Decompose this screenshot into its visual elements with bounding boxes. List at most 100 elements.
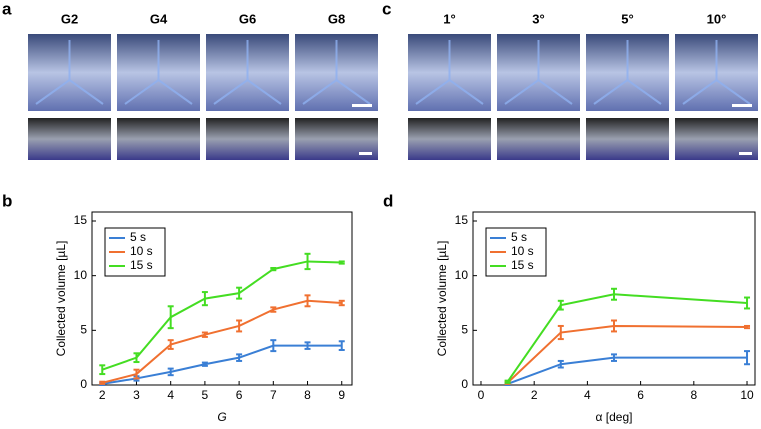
legend-label: 10 s <box>130 244 153 258</box>
x-tick-label: 0 <box>478 388 485 402</box>
photo-bottom <box>28 118 111 160</box>
y-tick-label: 5 <box>461 323 468 337</box>
photo-pattern <box>504 40 573 105</box>
x-tick-label: 4 <box>167 388 174 402</box>
photo-bottom <box>586 118 669 160</box>
error-bar <box>338 260 345 265</box>
photo-bottom <box>497 118 580 160</box>
image-header: G2 <box>61 11 78 26</box>
y-tick-label: 10 <box>455 268 469 282</box>
x-tick-label: 6 <box>236 388 243 402</box>
legend-label: 15 s <box>511 258 534 272</box>
x-tick-label: 5 <box>202 388 209 402</box>
error-bar <box>744 296 751 310</box>
photo-bottom <box>408 118 491 160</box>
photo-pattern <box>302 40 371 105</box>
error-bar <box>99 380 106 385</box>
image-header: 10° <box>707 11 727 26</box>
photo-pattern <box>35 40 104 105</box>
error-bar <box>744 324 751 330</box>
y-tick-label: 15 <box>74 213 88 227</box>
panel-label: a <box>2 0 12 18</box>
error-bar <box>236 319 243 333</box>
image-header: 3° <box>532 11 544 26</box>
legend-label: 5 s <box>130 230 146 244</box>
error-bar <box>611 287 617 301</box>
y-tick-label: 15 <box>455 213 469 227</box>
error-bar <box>744 350 751 366</box>
image-header: 5° <box>621 11 633 26</box>
scale-bar <box>732 104 752 107</box>
photo-bottom <box>206 118 289 160</box>
x-tick-label: 9 <box>338 388 345 402</box>
error-bar <box>304 294 311 308</box>
error-bar <box>504 379 511 384</box>
legend-label: 10 s <box>511 244 534 258</box>
error-bar <box>338 340 345 352</box>
x-tick-label: 8 <box>690 388 697 402</box>
panel-label: d <box>383 191 393 210</box>
error-bar <box>557 299 564 311</box>
y-tick-label: 5 <box>80 323 87 337</box>
photo-pattern <box>124 40 193 105</box>
error-bar <box>133 352 140 364</box>
scale-bar <box>352 104 372 107</box>
x-axis-label: G <box>217 410 226 424</box>
error-bar <box>201 331 208 338</box>
photo-bottom <box>117 118 200 160</box>
y-axis-label: Collected volume [µL] <box>435 241 449 357</box>
error-bar <box>304 341 311 350</box>
scale-bar <box>359 152 372 155</box>
photo-pattern <box>415 40 484 105</box>
y-tick-label: 10 <box>74 268 88 282</box>
series-line <box>507 356 748 385</box>
error-bar <box>611 319 617 333</box>
x-tick-label: 10 <box>740 388 754 402</box>
y-axis-label: Collected volume [µL] <box>54 241 68 357</box>
error-bar <box>167 367 174 377</box>
legend-label: 5 s <box>511 230 527 244</box>
series-line <box>102 299 342 384</box>
x-tick-label: 3 <box>133 388 140 402</box>
error-bar <box>270 339 277 353</box>
image-header: G4 <box>150 11 168 26</box>
y-tick-label: 0 <box>80 377 87 391</box>
error-bar <box>557 324 564 341</box>
scale-bar <box>739 152 752 155</box>
error-bar <box>236 286 243 300</box>
error-bar <box>611 353 617 362</box>
image-header: G6 <box>239 11 256 26</box>
x-tick-label: 7 <box>270 388 277 402</box>
error-bar <box>133 368 140 380</box>
image-header: G8 <box>328 11 345 26</box>
error-bar <box>270 306 277 313</box>
panel-label: b <box>2 191 12 210</box>
error-bar <box>270 267 277 272</box>
error-bar <box>201 291 208 307</box>
photo-pattern <box>213 40 282 105</box>
error-bar <box>236 353 243 362</box>
series-line <box>102 344 342 385</box>
x-tick-label: 2 <box>99 388 106 402</box>
y-tick-label: 0 <box>461 377 468 391</box>
image-header: 1° <box>443 11 455 26</box>
error-bar <box>201 361 208 367</box>
error-bar <box>304 252 311 271</box>
x-tick-label: 6 <box>637 388 644 402</box>
x-tick-label: 4 <box>584 388 591 402</box>
panel-label: c <box>382 0 391 18</box>
series-line <box>101 260 342 371</box>
photo-pattern <box>682 40 751 105</box>
axes-frame <box>472 211 756 386</box>
x-tick-label: 2 <box>531 388 538 402</box>
x-tick-label: 8 <box>304 388 311 402</box>
error-bar <box>338 299 345 307</box>
error-bar <box>557 359 564 369</box>
error-bar <box>167 305 174 330</box>
axes-frame <box>91 211 353 386</box>
error-bar <box>99 364 106 376</box>
error-bar <box>167 339 174 350</box>
x-axis-label: α [deg] <box>596 410 633 424</box>
